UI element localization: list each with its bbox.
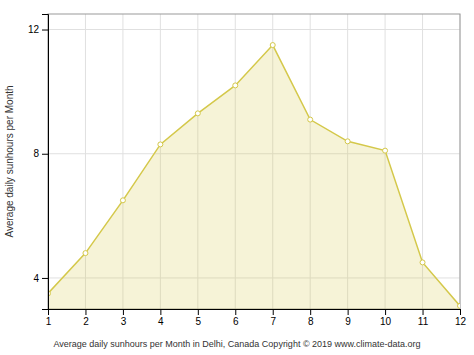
tick: 8: [33, 148, 48, 159]
x-axis-title: Average daily sunhours per Month in Delh…: [53, 339, 420, 349]
tick: 9: [345, 309, 351, 327]
chart: 1234567891011124812Average daily sunhour…: [0, 0, 474, 355]
tick-mark: [385, 309, 386, 315]
marks: [48, 43, 460, 309]
tick: 5: [196, 309, 202, 327]
y-axis: 4 8 12: [28, 15, 49, 310]
axis-line: [42, 15, 49, 310]
tick-label: 8: [308, 316, 314, 327]
area: [48, 45, 460, 309]
tick: 11: [418, 309, 429, 327]
tick-mark: [42, 278, 48, 279]
tick: 2: [83, 309, 89, 327]
tick: 8: [308, 309, 314, 327]
tick: 12: [455, 309, 467, 327]
tick-label: 9: [345, 316, 351, 327]
tick-label: 12: [28, 24, 40, 35]
marker: [233, 83, 238, 88]
tick-label: 5: [196, 316, 202, 327]
tick-label: 1: [46, 316, 52, 327]
tick-mark: [235, 309, 236, 315]
tick-label: 4: [33, 273, 39, 284]
x-axis: 123456789101112: [46, 309, 467, 327]
tick-label: 3: [121, 316, 127, 327]
marker: [270, 43, 275, 48]
plot: 1234567891011124812: [28, 14, 467, 327]
tick: 10: [380, 309, 392, 327]
tick: 12: [28, 24, 48, 35]
tick-label: 7: [270, 316, 276, 327]
tick-mark: [42, 154, 48, 155]
tick-mark: [160, 309, 161, 315]
marker: [383, 148, 388, 153]
tick: 6: [233, 309, 239, 327]
tick: 7: [270, 309, 276, 327]
tick: 4: [33, 273, 48, 284]
tick-mark: [85, 309, 86, 315]
marker: [83, 251, 88, 256]
tick-mark: [460, 309, 461, 315]
tick-label: 2: [83, 316, 89, 327]
tick-mark: [42, 30, 48, 31]
tick-mark: [123, 309, 124, 315]
marker: [420, 260, 425, 265]
tick-label: 4: [158, 316, 164, 327]
tick-label: 8: [33, 148, 39, 159]
grid-line-y: [48, 29, 460, 30]
marker: [158, 142, 163, 147]
tick-mark: [273, 309, 274, 315]
tick-label: 6: [233, 316, 239, 327]
line: [48, 45, 460, 306]
tick: 1: [46, 309, 52, 327]
grid: [48, 14, 460, 309]
marker: [458, 303, 461, 308]
marker: [308, 117, 313, 122]
marker: [345, 139, 350, 144]
plot-frame: [48, 14, 460, 309]
tick: 3: [121, 309, 127, 327]
tick-label: 12: [455, 316, 467, 327]
tick-mark: [423, 309, 424, 315]
tick-mark: [348, 309, 349, 315]
y-axis-title: Average daily sunhours per Month: [4, 85, 15, 237]
tick-mark: [198, 309, 199, 315]
marker: [120, 198, 125, 203]
tick-label: 11: [418, 316, 429, 327]
axis-line: [49, 310, 461, 316]
tick-label: 10: [380, 316, 392, 327]
tick-mark: [310, 309, 311, 315]
marker: [195, 111, 200, 116]
tick: 4: [158, 309, 164, 327]
